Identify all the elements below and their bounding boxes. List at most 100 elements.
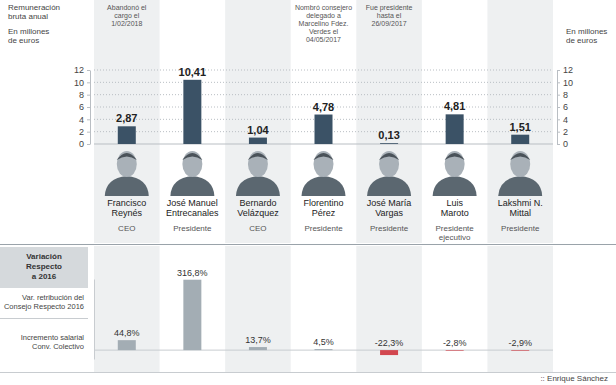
axis-title-left-line: En millones — [8, 27, 49, 36]
portrait-shoulders — [367, 176, 411, 196]
series-label-line: Conv. Colectivo — [32, 342, 84, 351]
column-band — [94, 246, 160, 373]
column-band — [487, 0, 553, 243]
portrait — [170, 151, 214, 196]
tick-label: 0 — [79, 139, 84, 149]
tick: 8 — [557, 90, 568, 100]
role-label: CEO — [249, 224, 266, 233]
annotation-line: Nombró consejero — [295, 4, 352, 12]
chart-title-line: Respecto — [26, 262, 62, 271]
y-axis: 024681012 — [74, 65, 91, 149]
annotation-line: Fue presidente — [366, 4, 413, 12]
category-label-line: Velázquez — [237, 208, 279, 218]
tick-mark — [87, 107, 90, 108]
annotation-line: 04/05/2017 — [306, 36, 341, 43]
annotation-line: Verdes el — [309, 28, 339, 35]
portrait — [498, 151, 542, 196]
data-label: 316,8% — [177, 268, 208, 278]
column-band — [225, 0, 291, 243]
tick: BernardoVelázquez — [237, 198, 279, 218]
tick-label: 10 — [563, 78, 573, 88]
tick-mark — [87, 119, 90, 120]
grid — [94, 70, 553, 144]
role-label: Presidente — [304, 224, 343, 233]
tick-mark — [87, 144, 90, 145]
data-label: 1,04 — [247, 124, 269, 136]
data-label: 2,87 — [116, 112, 137, 124]
data-label: 10,41 — [179, 66, 207, 78]
row-divider — [0, 318, 88, 319]
data-label: 0,13 — [378, 129, 399, 141]
tick-label: 0 — [563, 139, 568, 149]
tick-label: 12 — [563, 65, 573, 75]
axis-line — [90, 71, 91, 145]
series-label-line: Consejo Respecto 2016 — [4, 302, 84, 311]
bar — [249, 138, 267, 144]
chart-title: Remuneraciónbruta anual — [8, 3, 60, 21]
portrait-shoulders — [105, 176, 149, 196]
tick-mark — [557, 70, 560, 71]
axis-title-left: En millonesde euros — [8, 27, 49, 45]
role-label-line: CEO — [118, 224, 135, 233]
data-label: 13,7% — [245, 335, 271, 345]
tick-mark — [87, 82, 90, 83]
tick-label: 4 — [563, 115, 568, 125]
tick-label: 12 — [74, 65, 84, 75]
axis-title-right: En millonesde euros — [566, 27, 607, 45]
grid-line — [94, 70, 553, 71]
role-label-line: ejecutivo — [439, 233, 471, 242]
tick: 2 — [557, 127, 568, 137]
bar — [118, 126, 136, 144]
bottom-panel — [0, 246, 616, 373]
infographic: Remuneraciónbruta anualEn millonesde eur… — [0, 0, 616, 385]
tick: 8 — [79, 90, 90, 100]
tick-mark — [557, 107, 560, 108]
category-label-line: Reynés — [112, 208, 143, 218]
category-label-line: Mittal — [509, 208, 531, 218]
portrait-hair — [510, 153, 530, 160]
portrait-hair — [182, 153, 202, 160]
role-label: Presidenteejecutivo — [436, 224, 475, 242]
portrait — [302, 151, 346, 196]
tick-mark — [557, 144, 560, 145]
bar — [183, 280, 201, 350]
grid-line — [94, 82, 553, 83]
tick-label: 10 — [74, 78, 84, 88]
portrait-head — [510, 151, 530, 177]
data-label: 4,78 — [313, 101, 334, 113]
category-label-line: Bernardo — [239, 198, 276, 208]
tick: 0 — [557, 139, 568, 149]
annotation: Abandonó elcargo el1/02/2018 — [107, 4, 147, 27]
data-label: -2,9% — [508, 338, 532, 348]
tick-label: 8 — [563, 90, 568, 100]
category-label: LuisMaroto — [441, 198, 469, 218]
portrait-shoulders — [170, 176, 214, 196]
portrait-shoulders — [236, 176, 280, 196]
portrait-hair — [379, 153, 399, 160]
tick-mark — [87, 132, 90, 133]
tick-label: 2 — [563, 127, 568, 137]
annotation: Nombró consejerodelegado aMarcelino Fdez… — [295, 4, 352, 43]
axis-title-right-line: de euros — [566, 36, 597, 45]
top-panel — [0, 0, 616, 243]
data-labels: 2,87 10,41 1,04 4,78 0,13 4,81 1,51 — [116, 66, 531, 141]
tick: 4 — [557, 115, 568, 125]
bar — [511, 350, 529, 352]
category-label: José ManuelEntrecanales — [166, 198, 219, 218]
series-label-line: Var. retribución del — [22, 293, 84, 302]
data-label: 1,51 — [510, 121, 531, 133]
tick: 12 — [74, 65, 90, 75]
category-label-line: José Manuel — [167, 198, 218, 208]
tick: 4 — [79, 115, 90, 125]
chart-title-line: a 2016 — [32, 272, 57, 281]
portrait — [433, 151, 477, 196]
data-label: 4,81 — [444, 100, 465, 112]
portrait — [105, 151, 149, 196]
bar — [446, 350, 464, 352]
tick: 2 — [79, 127, 90, 137]
portrait-head — [379, 151, 399, 177]
category-label-line: Luis — [446, 198, 463, 208]
role-label: Presidente — [501, 224, 540, 233]
data-label: -22,3% — [375, 338, 404, 348]
category-label: BernardoVelázquez — [237, 198, 279, 218]
